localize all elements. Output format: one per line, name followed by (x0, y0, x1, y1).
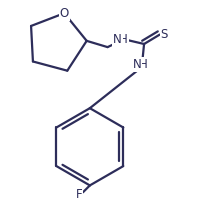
Text: H: H (119, 33, 128, 46)
Text: N: N (132, 58, 141, 71)
Text: O: O (60, 7, 69, 20)
Text: S: S (161, 28, 168, 41)
Text: H: H (139, 58, 147, 71)
Text: F: F (76, 188, 82, 201)
Text: N: N (113, 33, 122, 46)
